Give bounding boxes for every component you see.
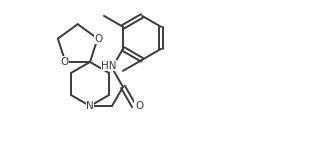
Text: N: N [86,101,94,111]
Text: O: O [135,101,143,111]
Text: O: O [60,57,69,67]
Text: O: O [95,34,103,44]
Text: HN: HN [101,61,117,71]
